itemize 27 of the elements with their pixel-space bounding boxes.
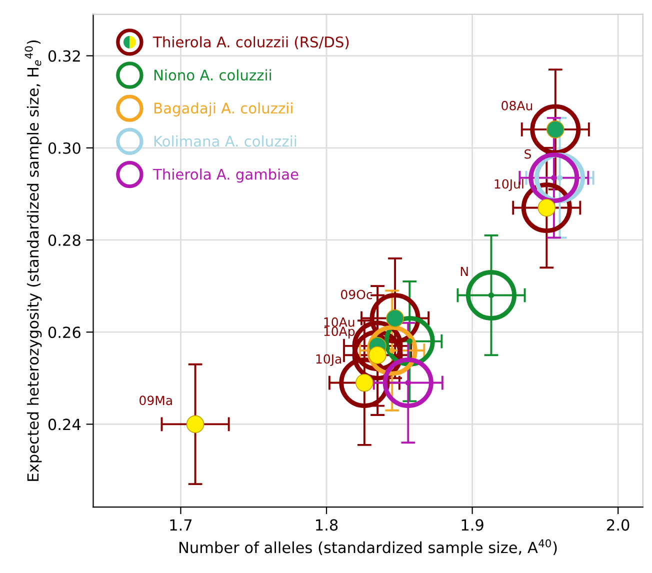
annotation: S <box>524 149 532 159</box>
x-axis-title: Number of alleles (standardized sample size, A$^{40}$) <box>180 539 557 556</box>
annotation: 10Ja <box>316 354 342 366</box>
annotation: 10Ap <box>324 326 355 338</box>
legend-label: Niono A. coluzzii <box>154 69 271 81</box>
annotation: 10Au <box>324 317 354 327</box>
x-tick-label: 1.7 <box>170 519 192 531</box>
point <box>366 325 418 376</box>
x-tick-label: 1.9 <box>462 519 484 531</box>
annotation: 09Oc <box>341 290 372 300</box>
y-tick-label: 0.32 <box>48 50 80 62</box>
y-tick-label: 0.26 <box>48 326 80 338</box>
legend-label: Bagadaji A. coluzzii <box>154 102 292 116</box>
x-tick-label: 2.0 <box>607 519 630 531</box>
annotation: 10Jul <box>494 178 524 191</box>
x-tick-label: 1.8 <box>316 519 338 531</box>
y-axis-title: Expected heterozygosity (standardized sample size, H$_{e}$$^{40}$) <box>24 40 42 481</box>
annotation: N <box>460 266 468 276</box>
point <box>382 358 434 408</box>
y-tick-label: 0.28 <box>48 234 80 246</box>
legend-label: Thierola A. coluzzii (RS/DS) <box>152 36 349 50</box>
annotation: 09Ma <box>140 396 172 406</box>
y-tick-label: 0.30 <box>48 142 80 154</box>
annotation: 08Au <box>502 100 532 110</box>
y-tick-label: 0.24 <box>48 418 81 430</box>
legend-label: Kolimana A. coluzzii <box>154 135 296 147</box>
legend-label: Thierola A. gambiae <box>152 168 298 183</box>
